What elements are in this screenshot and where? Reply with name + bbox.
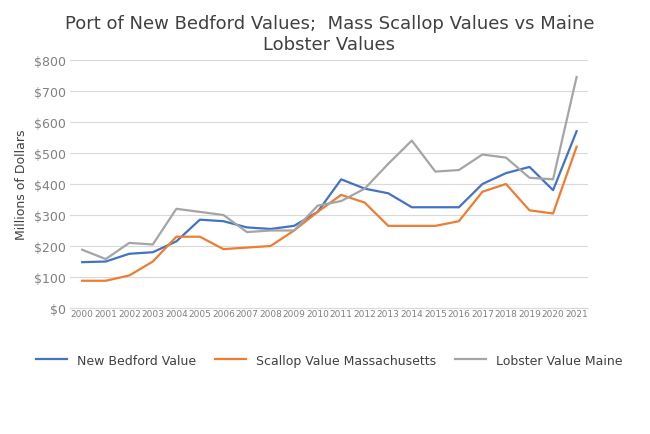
- Scallop Value Massachusetts: [125, 273, 133, 279]
- Lobster Value Maine: [78, 247, 86, 253]
- New Bedford Value: [384, 191, 392, 197]
- Legend: New Bedford Value, Scallop Value Massachusetts, Lobster Value Maine: New Bedford Value, Scallop Value Massach…: [31, 349, 628, 372]
- Scallop Value Massachusetts: [526, 208, 534, 214]
- Scallop Value Massachusetts: [502, 182, 510, 187]
- New Bedford Value: [432, 205, 439, 210]
- Lobster Value Maine: [478, 153, 486, 158]
- Lobster Value Maine: [220, 213, 228, 218]
- Lobster Value Maine: [290, 228, 298, 233]
- Lobster Value Maine: [266, 228, 274, 233]
- Lobster Value Maine: [243, 230, 251, 235]
- Scallop Value Massachusetts: [102, 279, 110, 284]
- New Bedford Value: [78, 260, 86, 265]
- New Bedford Value: [337, 178, 345, 183]
- Scallop Value Massachusetts: [172, 234, 180, 240]
- Lobster Value Maine: [432, 170, 439, 175]
- Line: Lobster Value Maine: Lobster Value Maine: [82, 78, 577, 260]
- Scallop Value Massachusetts: [432, 224, 439, 229]
- Scallop Value Massachusetts: [408, 224, 416, 229]
- New Bedford Value: [314, 210, 322, 215]
- Lobster Value Maine: [172, 207, 180, 212]
- Lobster Value Maine: [337, 199, 345, 204]
- New Bedford Value: [502, 171, 510, 176]
- Lobster Value Maine: [196, 210, 204, 215]
- Scallop Value Massachusetts: [384, 224, 392, 229]
- Scallop Value Massachusetts: [573, 145, 580, 150]
- New Bedford Value: [290, 224, 298, 229]
- New Bedford Value: [408, 205, 416, 210]
- Scallop Value Massachusetts: [549, 211, 557, 217]
- Scallop Value Massachusetts: [361, 201, 369, 206]
- Scallop Value Massachusetts: [196, 234, 204, 240]
- Line: Scallop Value Massachusetts: Scallop Value Massachusetts: [82, 148, 577, 281]
- Lobster Value Maine: [455, 168, 463, 173]
- Lobster Value Maine: [102, 257, 110, 262]
- Scallop Value Massachusetts: [455, 219, 463, 224]
- Lobster Value Maine: [361, 187, 369, 192]
- Line: New Bedford Value: New Bedford Value: [82, 132, 577, 263]
- New Bedford Value: [266, 227, 274, 232]
- New Bedford Value: [573, 129, 580, 135]
- New Bedford Value: [549, 188, 557, 194]
- Lobster Value Maine: [125, 241, 133, 246]
- Scallop Value Massachusetts: [266, 244, 274, 249]
- New Bedford Value: [361, 187, 369, 192]
- New Bedford Value: [455, 205, 463, 210]
- Title: Port of New Bedford Values;  Mass Scallop Values vs Maine
Lobster Values: Port of New Bedford Values; Mass Scallop…: [64, 15, 594, 54]
- Scallop Value Massachusetts: [78, 279, 86, 284]
- New Bedford Value: [220, 219, 228, 224]
- New Bedford Value: [243, 225, 251, 230]
- New Bedford Value: [149, 250, 157, 255]
- Lobster Value Maine: [149, 242, 157, 247]
- New Bedford Value: [172, 239, 180, 244]
- Scallop Value Massachusetts: [220, 247, 228, 252]
- Lobster Value Maine: [526, 176, 534, 181]
- Scallop Value Massachusetts: [149, 260, 157, 265]
- New Bedford Value: [125, 252, 133, 257]
- Scallop Value Massachusetts: [290, 228, 298, 233]
- Scallop Value Massachusetts: [337, 193, 345, 198]
- New Bedford Value: [196, 217, 204, 223]
- New Bedford Value: [102, 260, 110, 265]
- Lobster Value Maine: [314, 204, 322, 209]
- Lobster Value Maine: [573, 75, 580, 80]
- Lobster Value Maine: [549, 178, 557, 183]
- New Bedford Value: [478, 182, 486, 187]
- Lobster Value Maine: [502, 156, 510, 161]
- Scallop Value Massachusetts: [243, 245, 251, 250]
- Scallop Value Massachusetts: [314, 210, 322, 215]
- Scallop Value Massachusetts: [478, 190, 486, 195]
- Y-axis label: Millions of Dollars: Millions of Dollars: [15, 129, 28, 240]
- New Bedford Value: [526, 165, 534, 170]
- Lobster Value Maine: [408, 138, 416, 144]
- Lobster Value Maine: [384, 162, 392, 167]
